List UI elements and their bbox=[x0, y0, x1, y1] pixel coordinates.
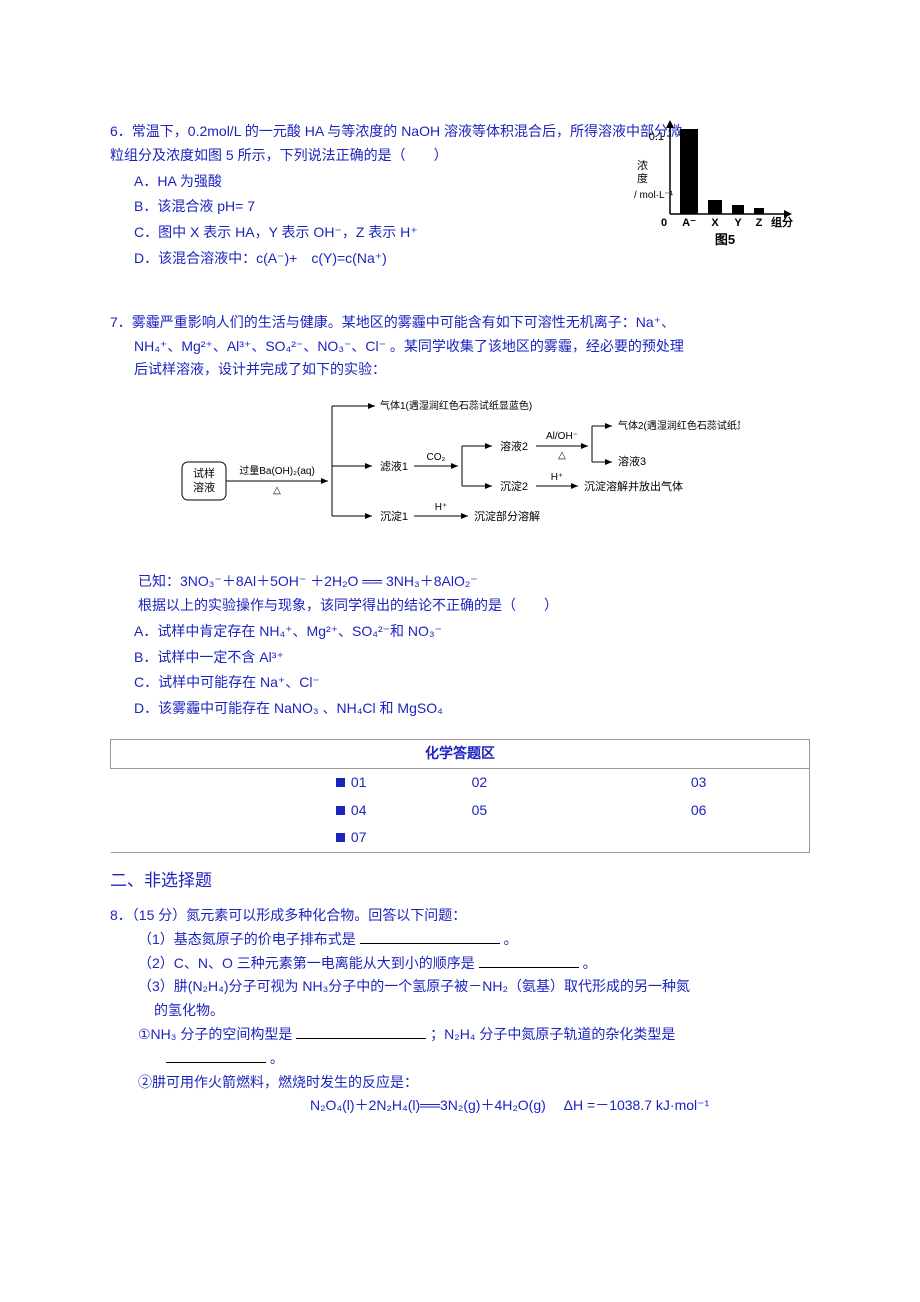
cat-y: Y bbox=[734, 217, 742, 229]
ans-03: 03 bbox=[588, 768, 809, 796]
sch-sample-2: 溶液 bbox=[193, 480, 215, 494]
q8-p3-1c: 。 bbox=[270, 1050, 284, 1066]
sch-h2: H⁺ bbox=[551, 472, 564, 483]
sch-aloh: Al/OH⁻ bbox=[546, 431, 578, 442]
ans-02: 02 bbox=[371, 768, 589, 796]
blank-field[interactable] bbox=[296, 1025, 426, 1039]
bar-a-minus bbox=[680, 129, 698, 214]
sch-gas1: 气体1(遇湿润红色石蕊试纸显蓝色) bbox=[380, 399, 532, 412]
sch-sol2: 溶液2 bbox=[500, 439, 528, 453]
q8-p1-text: （1）基态氮原子的价电子排布式是 bbox=[138, 931, 356, 947]
q7-option-a: A．试样中肯定存在 NH₄⁺、Mg²⁺、SO₄²⁻和 NO₃⁻ bbox=[110, 620, 810, 644]
bar-y bbox=[732, 205, 744, 214]
q8-p2-text: （2）C、N、O 三种元素第一电离能从大到小的顺序是 bbox=[138, 955, 475, 971]
sch-ppt2-result: 沉淀溶解并放出气体 bbox=[584, 479, 683, 493]
cat-0: 0 bbox=[661, 217, 667, 229]
sch-co2: CO₂ bbox=[427, 452, 446, 463]
sch-gas2: 气体2(遇湿润红色石蕊试纸显蓝色) bbox=[618, 419, 740, 432]
blue-square-icon bbox=[336, 806, 345, 815]
blank-field[interactable] bbox=[166, 1049, 266, 1063]
sch-ppt2: 沉淀2 bbox=[500, 479, 528, 493]
sch-filtrate1: 滤液1 bbox=[380, 459, 408, 473]
q8-stem: 8．（15 分）氮元素可以形成多种化合物。回答以下问题： bbox=[110, 904, 810, 928]
chart-caption: 图5 bbox=[715, 232, 735, 247]
reaction-scheme: 试样 溶液 过量Ba(OH)₂(aq) △ 气体1(遇湿润红色石蕊试纸显蓝色) … bbox=[180, 390, 740, 560]
answer-area-title: 化学答题区 bbox=[111, 739, 810, 768]
chart-ylabel-3: / mol·L⁻¹ bbox=[634, 190, 674, 201]
cat-a: A⁻ bbox=[682, 217, 696, 229]
ans-06: 06 bbox=[588, 797, 809, 825]
chart-ylabel-2: 度 bbox=[637, 171, 648, 185]
sch-h1: H⁺ bbox=[435, 502, 448, 513]
sch-ppt1: 沉淀1 bbox=[380, 509, 408, 523]
q8-p1-end: 。 bbox=[504, 931, 518, 947]
q8-p1: （1）基态氮原子的价电子排布式是 。 bbox=[110, 928, 810, 952]
sch-tri2: △ bbox=[558, 450, 566, 461]
ans-01: 01 bbox=[351, 774, 367, 790]
blue-square-icon bbox=[336, 833, 345, 842]
ans-07: 07 bbox=[351, 829, 367, 845]
sch-sample-1: 试样 bbox=[193, 466, 215, 480]
q7-option-c: C．试样中可能存在 Na⁺、Cl⁻ bbox=[110, 671, 810, 695]
sch-sol3: 溶液3 bbox=[618, 454, 646, 468]
q8-equation: N₂O₄(l)＋2N₂H₄(l)══3N₂(g)＋4H₂O(g) ΔH =－10… bbox=[110, 1094, 810, 1118]
q7-stem-l1: 7．雾霾严重影响人们的生活与健康。某地区的雾霾中可能含有如下可溶性无机离子：Na… bbox=[110, 311, 810, 335]
q7-option-d: D．该雾霾中可能存在 NaNO₃ 、NH₄Cl 和 MgSO₄ bbox=[110, 697, 810, 721]
q7-ask: 根据以上的实验操作与现象，该同学得出的结论不正确的是（ ） bbox=[110, 594, 810, 618]
answer-area-table: 化学答题区 01 02 03 04 05 06 07 bbox=[110, 739, 810, 853]
cat-axis: 组分 bbox=[771, 215, 793, 229]
question-7: 7．雾霾严重影响人们的生活与健康。某地区的雾霾中可能含有如下可溶性无机离子：Na… bbox=[110, 311, 810, 721]
blank-field[interactable] bbox=[360, 930, 500, 944]
cat-x: X bbox=[711, 217, 719, 229]
q8-p3-1: ①NH₃ 分子的空间构型是 ；N₂H₄ 分子中氮原子轨道的杂化类型是 bbox=[110, 1023, 810, 1047]
q8-p2: （2）C、N、O 三种元素第一电离能从大到小的顺序是 。 bbox=[110, 952, 810, 976]
q8-p3-2: ②肼可用作火箭燃料，燃烧时发生的反应是： bbox=[110, 1071, 810, 1095]
q8-p3-l1: （3）肼(N₂H₄)分子可视为 NH₃分子中的一个氢原子被－NH₂（氨基）取代形… bbox=[110, 975, 810, 999]
blue-square-icon bbox=[336, 778, 345, 787]
ans-05: 05 bbox=[371, 797, 589, 825]
blank-field[interactable] bbox=[479, 954, 579, 968]
question-8: 8．（15 分）氮元素可以形成多种化合物。回答以下问题： （1）基态氮原子的价电… bbox=[110, 904, 810, 1118]
sch-reag1: 过量Ba(OH)₂(aq) bbox=[239, 464, 315, 477]
q8-p3-l2: 的氢化物。 bbox=[110, 999, 810, 1023]
sch-partial: 沉淀部分溶解 bbox=[474, 509, 540, 523]
ans-04: 04 bbox=[351, 802, 367, 818]
q7-known-eq: 已知：3NO₃⁻＋8Al＋5OH⁻ ＋2H₂O ══ 3NH₃＋8AlO₂⁻ bbox=[138, 573, 478, 589]
sch-tri1: △ bbox=[273, 485, 281, 496]
q8-p2-end: 。 bbox=[583, 955, 597, 971]
chart-ylabel-1: 浓 bbox=[637, 159, 648, 172]
q8-p3-1a: ①NH₃ 分子的空间构型是 bbox=[138, 1026, 292, 1042]
cat-z: Z bbox=[756, 217, 763, 229]
q7-stem-l2: NH₄⁺、Mg²⁺、Al³⁺、SO₄²⁻、NO₃⁻、Cl⁻ 。某同学收集了该地区… bbox=[110, 335, 810, 359]
q7-stem-l3: 后试样溶液，设计并完成了如下的实验： bbox=[110, 358, 810, 382]
bar-z bbox=[754, 208, 764, 214]
chart-ytick: 0.1 bbox=[649, 131, 664, 143]
bar-x bbox=[708, 200, 722, 214]
q8-p3-1b: ；N₂H₄ 分子中氮原子轨道的杂化类型是 bbox=[430, 1026, 675, 1042]
question-6: 6．常温下，0.2mol/L 的一元酸 HA 与等浓度的 NaOH 溶液等体积混… bbox=[110, 120, 810, 271]
figure-5-bar-chart: 0.1 浓 度 / mol·L⁻¹ 0 A⁻ X Y Z 组分 图5 bbox=[630, 114, 800, 254]
q8-p3-1-line2: 。 bbox=[110, 1047, 810, 1071]
q7-known: 已知：3NO₃⁻＋8Al＋5OH⁻ ＋2H₂O ══ 3NH₃＋8AlO₂⁻ bbox=[110, 570, 810, 594]
q7-option-b: B．试样中一定不含 Al³⁺ bbox=[110, 646, 810, 670]
section-2-heading: 二、非选择题 bbox=[110, 867, 810, 896]
